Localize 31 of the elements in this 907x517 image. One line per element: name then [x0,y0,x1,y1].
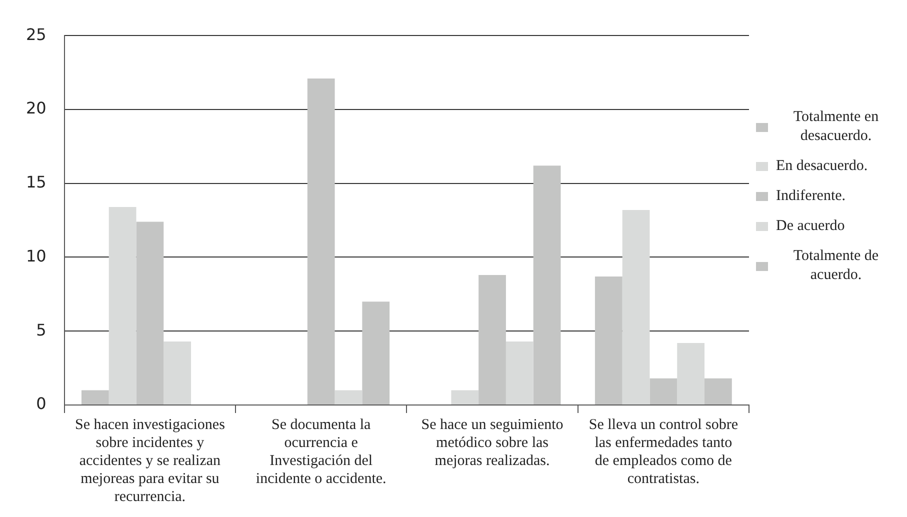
bar [451,390,479,404]
bar [533,166,561,404]
legend-label: De acuerdo [776,217,845,236]
bar [594,276,622,404]
bar [307,78,335,404]
legend-label: Indiferente. [776,187,846,206]
y-tick-label: 10 [26,246,46,266]
legend-label: Totalmente en desacuerdo. [792,108,880,146]
bar [334,390,362,404]
x-tick-label: Se documenta la ocurrencia e Investigación del incidente o accidente. [256,416,386,487]
y-tick-label: 25 [26,24,46,44]
bar [478,274,506,404]
bar [506,341,534,404]
y-tick-label: 15 [26,172,46,192]
legend-label: En desacuerdo. [776,157,868,176]
bar [677,342,704,404]
x-tick-label: Se lleva un control sobre las enfermedades tanto de empleados como de contratistas. [588,416,738,487]
bar [704,378,732,404]
legend-label: Totalmente de acuerdo. [792,247,880,285]
bar [362,302,390,404]
y-tick-label: 20 [26,98,46,118]
y-tick-label: 0 [36,394,46,414]
bar [622,210,650,404]
bar [136,222,164,404]
y-tick-label: 5 [36,320,46,340]
bar [650,378,678,404]
bar [108,207,136,404]
x-tick-label: Se hace un seguimiento metódico sobre las mejoras realizadas. [421,416,564,469]
x-tick-label: Se hacen investigaciones sobre incidentes y accidentes y se realizan mejoreas para evitar su recurrencia. [74,416,226,505]
bar [81,390,109,404]
bar [164,341,192,404]
